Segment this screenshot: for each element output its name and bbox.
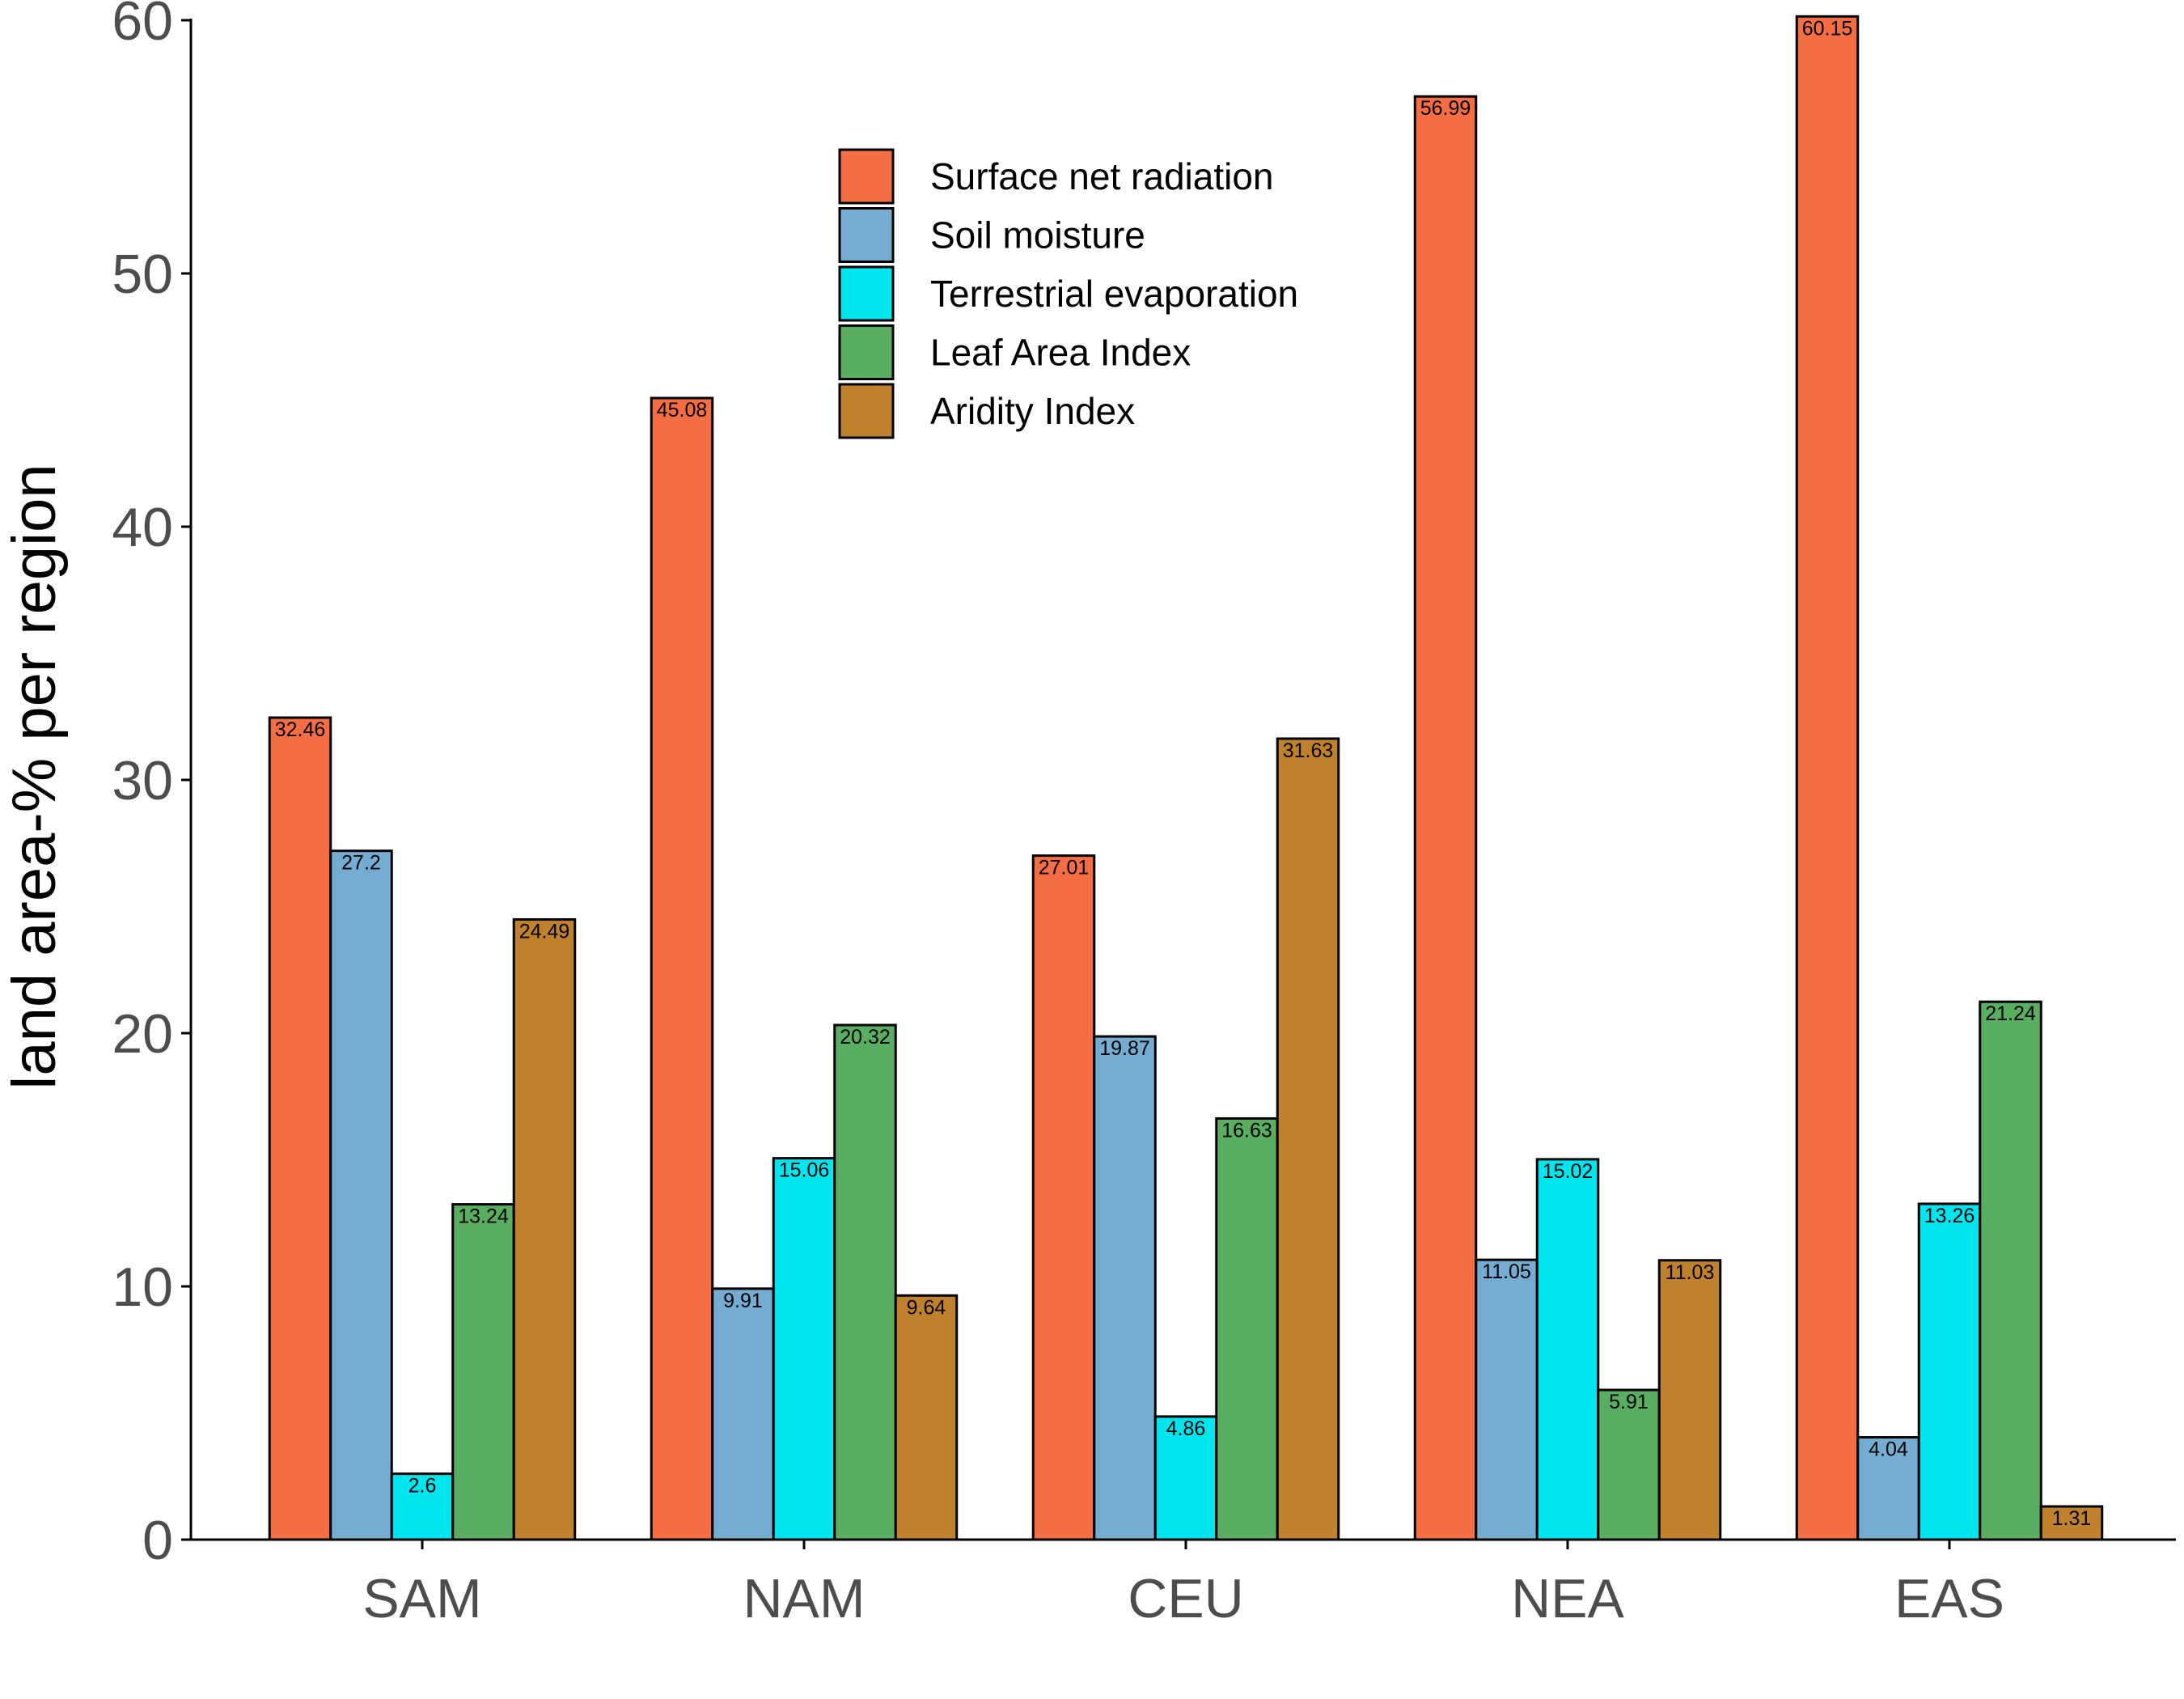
y-tick-label: 10 [112,1256,173,1318]
legend-key [838,148,895,205]
bar [329,850,393,1541]
legend-key [838,324,895,380]
bar [1535,1158,1600,1541]
bar-value-label: 60.15 [1802,17,1853,40]
bar [1215,1116,1279,1541]
legend-label: Leaf Area Index [930,332,1191,374]
x-tick-label: EAS [1894,1568,2004,1629]
bar-value-label: 16.63 [1221,1119,1272,1142]
bar-value-label: 2.6 [408,1475,437,1498]
legend-key [838,207,895,263]
bar [1979,1000,2042,1541]
bar-labels-layer: 32.46 27.2 2.6 13.24 24.49 45.08 9.91 15.06 20.3… [275,17,2092,1530]
bar [512,917,577,1541]
legend-label: Surface net radiation [930,155,1274,197]
bar-value-label: 11.03 [1666,1261,1715,1284]
y-axis-title: land area-% per region [0,464,69,1089]
bars-layer [268,15,2104,1541]
bar-value-label: 24.49 [519,920,570,943]
bar-value-label: 5.91 [1609,1391,1649,1413]
bar [1276,737,1340,1541]
bar-value-label: 13.24 [458,1205,509,1228]
y-tick-label: 40 [112,497,173,558]
legend-label: Aridity Index [930,390,1135,432]
bar-value-label: 15.02 [1543,1160,1594,1183]
bar-value-label: 20.32 [840,1026,891,1049]
bar [1153,1415,1218,1541]
bar [1475,1258,1539,1541]
legend: Surface net radiation Soil moisture Terres… [838,148,1298,439]
y-tick-label: 60 [112,0,173,52]
bar [1657,1259,1722,1541]
bar-value-label: 31.63 [1283,739,1334,762]
bar-value-label: 1.31 [2052,1507,2092,1530]
bar [711,1287,775,1541]
legend-label: Soil moisture [930,214,1145,256]
bar-value-label: 13.26 [1924,1205,1975,1227]
bar [833,1023,897,1541]
bar [1795,15,1860,1541]
y-tick-label: 50 [112,244,173,305]
bar [1093,1035,1157,1541]
x-ticks-layer: SAM NAM CEU NEA EAS [362,1540,2004,1629]
y-tick-label: 0 [142,1510,173,1571]
bar-value-label: 27.2 [341,852,381,875]
bar [772,1157,836,1541]
bar [650,396,714,1541]
y-tick-label: 30 [112,750,173,811]
bar-value-label: 4.86 [1166,1417,1206,1440]
bar-value-label: 45.08 [657,399,708,422]
bar-value-label: 27.01 [1039,857,1090,879]
legend-key [838,383,895,439]
bar-value-label: 9.91 [723,1290,763,1312]
bar [1031,854,1096,1541]
bar [451,1203,515,1541]
y-ticks-layer: 0 10 20 30 40 50 60 [112,0,191,1571]
bar [1413,95,1478,1541]
x-tick-label: NEA [1511,1568,1624,1629]
bar-value-label: 4.04 [1869,1438,1908,1461]
x-tick-label: CEU [1128,1568,1244,1629]
legend-label: Terrestrial evaporation [930,273,1298,315]
bar-value-label: 19.87 [1099,1037,1150,1060]
bar [894,1294,959,1541]
legend-key [838,265,895,322]
bar [1917,1202,1982,1541]
bar-value-label: 11.05 [1482,1260,1531,1283]
bar-value-label: 32.46 [275,718,326,741]
bar-value-label: 21.24 [1985,1002,2036,1025]
y-tick-label: 20 [112,1003,173,1065]
x-tick-label: NAM [743,1568,865,1629]
x-tick-label: SAM [362,1568,481,1629]
bar-value-label: 9.64 [907,1296,946,1319]
bar [268,716,332,1541]
bar-value-label: 15.06 [779,1159,830,1182]
bar-value-label: 56.99 [1420,97,1471,120]
